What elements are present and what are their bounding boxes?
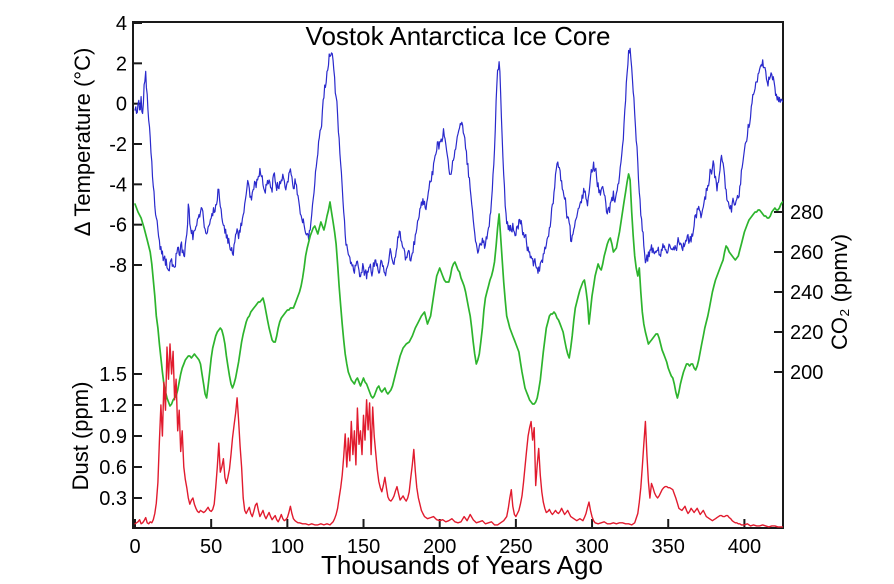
- tick-label: -4: [109, 174, 127, 196]
- tick-label: 0: [116, 94, 127, 116]
- tick-label: 50: [200, 536, 222, 558]
- y-axis-label-co2: CO₂ (ppmv): [827, 234, 852, 350]
- co2-line: [134, 173, 783, 407]
- tick-label: 0: [129, 536, 140, 558]
- tick-label: 280: [790, 202, 823, 224]
- data-series: [134, 47, 783, 528]
- axis-ticks: 4 2 0 -2 -4 -6 -8 1.5 1.2 0.9 0.6 0.3 280 260 240 220 20…: [99, 13, 823, 558]
- tick-label: 240: [790, 282, 823, 304]
- plot-frame: [132, 21, 784, 529]
- tick-label: -2: [109, 134, 127, 156]
- tick-label: -6: [109, 215, 127, 237]
- tick-label: 0.9: [99, 426, 127, 448]
- y-axis-label-dust: Dust (ppm): [68, 382, 93, 491]
- tick-label: 200: [423, 536, 456, 558]
- dust-line: [134, 343, 783, 528]
- tick-label: 220: [790, 322, 823, 344]
- tick-label: 100: [271, 536, 304, 558]
- tick-label: 1.2: [99, 395, 127, 417]
- tick-label: 250: [499, 536, 532, 558]
- tick-label: -8: [109, 255, 127, 277]
- tick-label: 350: [652, 536, 685, 558]
- tick-label: 200: [790, 362, 823, 384]
- tick-label: 150: [347, 536, 380, 558]
- x-axis-label: Thousands of Years Ago: [321, 550, 603, 580]
- tick-label: 0.3: [99, 488, 127, 510]
- temperature-line: [134, 47, 783, 280]
- y-axis-label-temperature: Δ Temperature (°C): [70, 48, 95, 237]
- chart-title: Vostok Antarctica Ice Core: [306, 21, 611, 51]
- tick-label: 400: [728, 536, 761, 558]
- tick-label: 260: [790, 242, 823, 264]
- tick-label: 300: [575, 536, 608, 558]
- tick-label: 2: [116, 53, 127, 75]
- tick-label: 1.5: [99, 364, 127, 386]
- tick-label: 4: [116, 13, 127, 35]
- tick-label: 0.6: [99, 457, 127, 479]
